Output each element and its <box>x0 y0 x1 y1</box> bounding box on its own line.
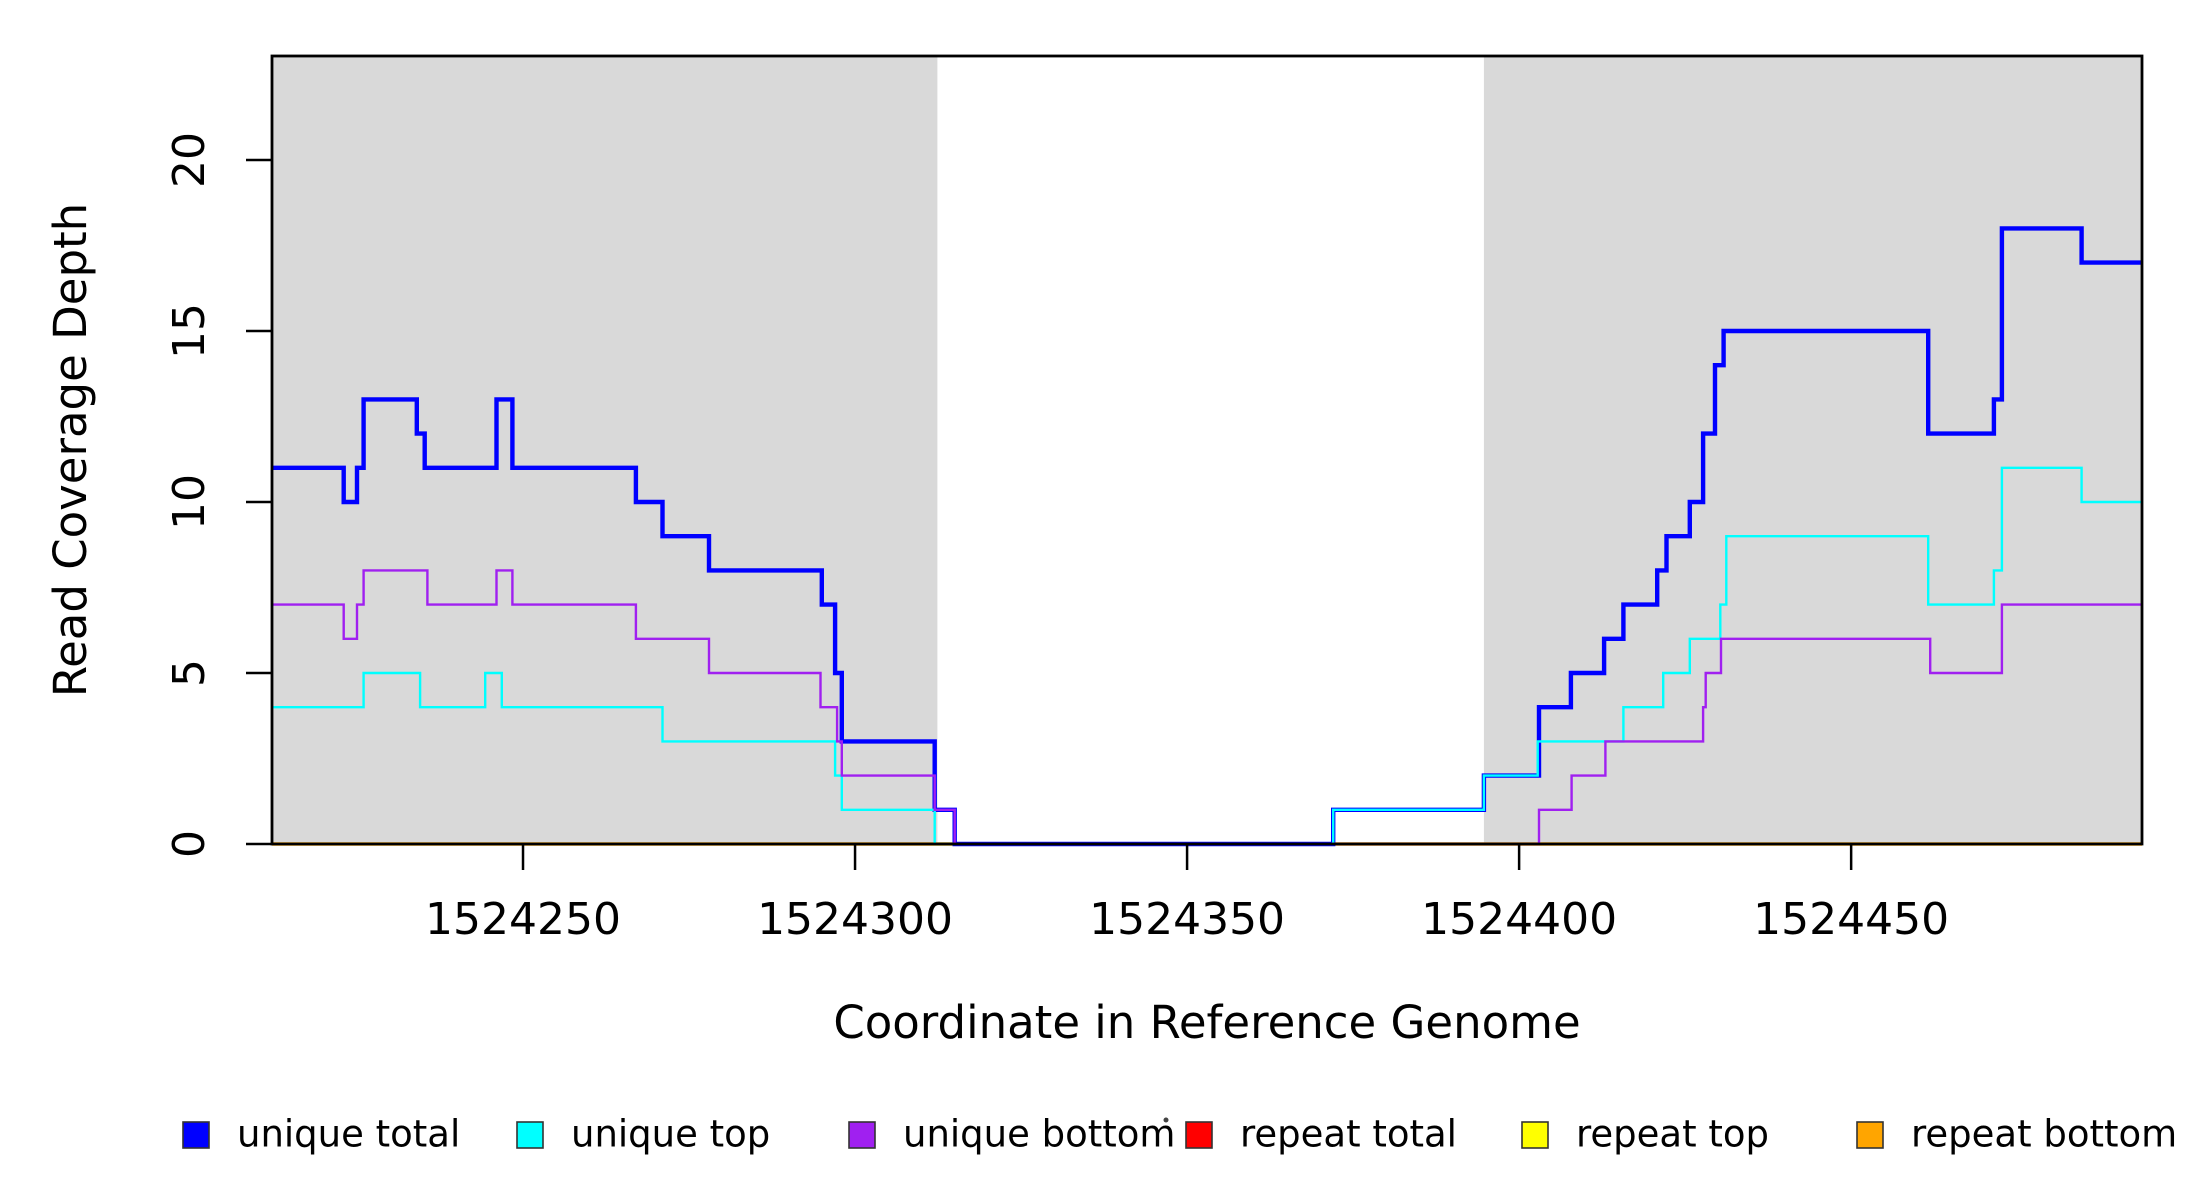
series-line-unique-top <box>272 466 2142 846</box>
plot-box <box>270 54 2144 846</box>
shaded-region <box>272 56 938 844</box>
legend-label-unique-top: unique top <box>571 1113 770 1156</box>
y-tick-label: 10 <box>164 474 215 530</box>
plot-background-layer <box>272 56 2142 844</box>
legend-label-repeat-top: repeat top <box>1576 1113 1769 1156</box>
legend-label-unique-bottom: unique bottom <box>903 1113 1175 1156</box>
legend-swatch-unique-bottom <box>848 1121 876 1149</box>
legend-swatch-unique-total <box>182 1121 210 1149</box>
legend-swatch-repeat-total <box>1185 1121 1213 1149</box>
x-tick-label: 1524250 <box>425 894 621 945</box>
y-tick-label: 15 <box>164 303 215 359</box>
y-tick-label: 0 <box>164 830 215 858</box>
legend-label-repeat-bottom: repeat bottom <box>1911 1113 2177 1156</box>
x-tick-label: 1524450 <box>1753 894 1949 945</box>
x-axis-title: Coordinate in Reference Genome <box>833 996 1580 1049</box>
legend-label-unique-total: unique total <box>237 1113 460 1156</box>
x-tick-label: 1524400 <box>1421 894 1617 945</box>
y-tick-label: 20 <box>164 132 215 188</box>
y-tick-label: 5 <box>164 659 215 687</box>
legend: unique total unique top unique bottom repea… <box>182 1113 2177 1156</box>
x-tick-label: 1524350 <box>1089 894 1285 945</box>
shaded-region <box>1483 56 2142 844</box>
legend-swatch-unique-top <box>516 1121 544 1149</box>
legend-label-repeat-total: repeat total <box>1240 1113 1457 1156</box>
x-tick-label: 1524300 <box>757 894 953 945</box>
axes-layer: 1524250 1524300 1524350 1524400 1524450 0 5 10 1… <box>164 54 2144 945</box>
stray-mark <box>1163 1117 1169 1123</box>
y-axis-title: Read Coverage Depth <box>44 203 97 697</box>
series-line-unique-bottom <box>272 569 2142 846</box>
legend-swatch-repeat-top <box>1521 1121 1549 1149</box>
legend-swatch-repeat-bottom <box>1856 1121 1884 1149</box>
